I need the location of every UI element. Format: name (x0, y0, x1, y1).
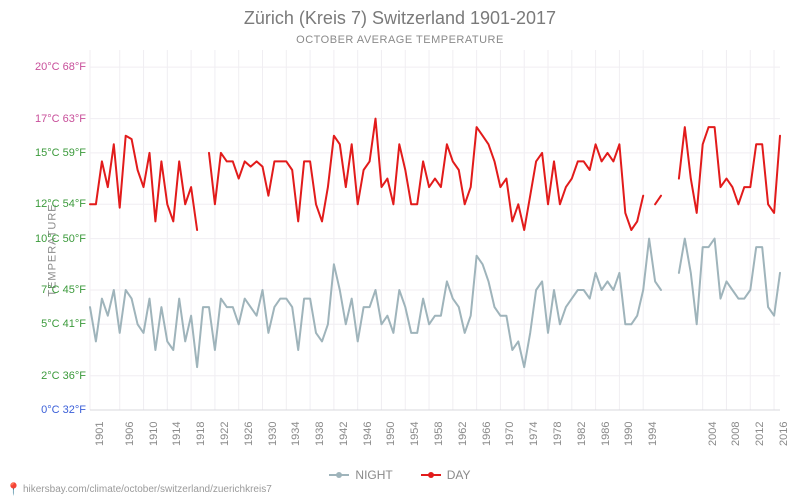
series-day (90, 119, 780, 230)
x-tick-label: 1966 (481, 422, 493, 446)
x-tick-label: 1962 (457, 422, 469, 446)
y-tick-label: 15°C 59°F (28, 147, 86, 159)
x-tick-label: 1950 (385, 422, 397, 446)
x-tick-label: 1918 (195, 422, 207, 446)
x-tick-label: 1958 (433, 422, 445, 446)
x-tick-label: 2004 (707, 422, 719, 446)
x-tick-label: 1978 (552, 422, 564, 446)
y-tick-label: 17°C 63°F (28, 113, 86, 125)
y-tick-label: 5°C 41°F (28, 318, 86, 330)
y-axis-label: TEMPERATURE (47, 203, 59, 296)
x-tick-label: 1914 (171, 422, 183, 446)
x-tick-label: 1934 (290, 422, 302, 446)
chart-subtitle: OCTOBER AVERAGE TEMPERATURE (0, 34, 800, 46)
chart-container: Zürich (Kreis 7) Switzerland 1901-2017 O… (0, 0, 800, 500)
x-tick-label: 1926 (243, 422, 255, 446)
x-tick-label: 1922 (219, 422, 231, 446)
x-tick-label: 1930 (267, 422, 279, 446)
x-tick-label: 1938 (314, 422, 326, 446)
x-tick-label: 1974 (528, 422, 540, 446)
x-tick-label: 1942 (338, 422, 350, 446)
y-tick-label: 2°C 36°F (28, 370, 86, 382)
x-tick-label: 2012 (754, 422, 766, 446)
y-tick-label: 0°C 32°F (28, 404, 86, 416)
x-tick-label: 1901 (94, 422, 106, 446)
legend-label: NIGHT (355, 468, 392, 482)
x-tick-label: 1970 (504, 422, 516, 446)
x-tick-label: 1910 (148, 422, 160, 446)
plot-area (90, 50, 780, 410)
x-tick-label: 1994 (647, 422, 659, 446)
x-tick-label: 1906 (124, 422, 136, 446)
x-tick-label: 1986 (600, 422, 612, 446)
source-link[interactable]: 📍 hikersbay.com/climate/october/switzerl… (6, 482, 272, 496)
y-tick-label: 7°C 45°F (28, 284, 86, 296)
y-tick-label: 10°C 50°F (28, 233, 86, 245)
x-tick-label: 1990 (623, 422, 635, 446)
x-tick-label: 2016 (778, 422, 790, 446)
series-night (90, 239, 780, 368)
x-tick-label: 1946 (362, 422, 374, 446)
legend-label: DAY (447, 468, 471, 482)
y-tick-label: 20°C 68°F (28, 61, 86, 73)
x-tick-label: 1982 (576, 422, 588, 446)
x-tick-label: 2008 (730, 422, 742, 446)
y-tick-label: 12°C 54°F (28, 198, 86, 210)
source-url-text: hikersbay.com/climate/october/switzerlan… (23, 484, 272, 495)
legend-item-day: DAY (421, 468, 471, 482)
plot-svg (90, 50, 780, 410)
chart-title: Zürich (Kreis 7) Switzerland 1901-2017 (0, 8, 800, 29)
map-pin-icon: 📍 (6, 482, 21, 496)
x-tick-label: 1954 (409, 422, 421, 446)
legend-item-night: NIGHT (329, 468, 392, 482)
legend: NIGHT DAY (0, 465, 800, 482)
